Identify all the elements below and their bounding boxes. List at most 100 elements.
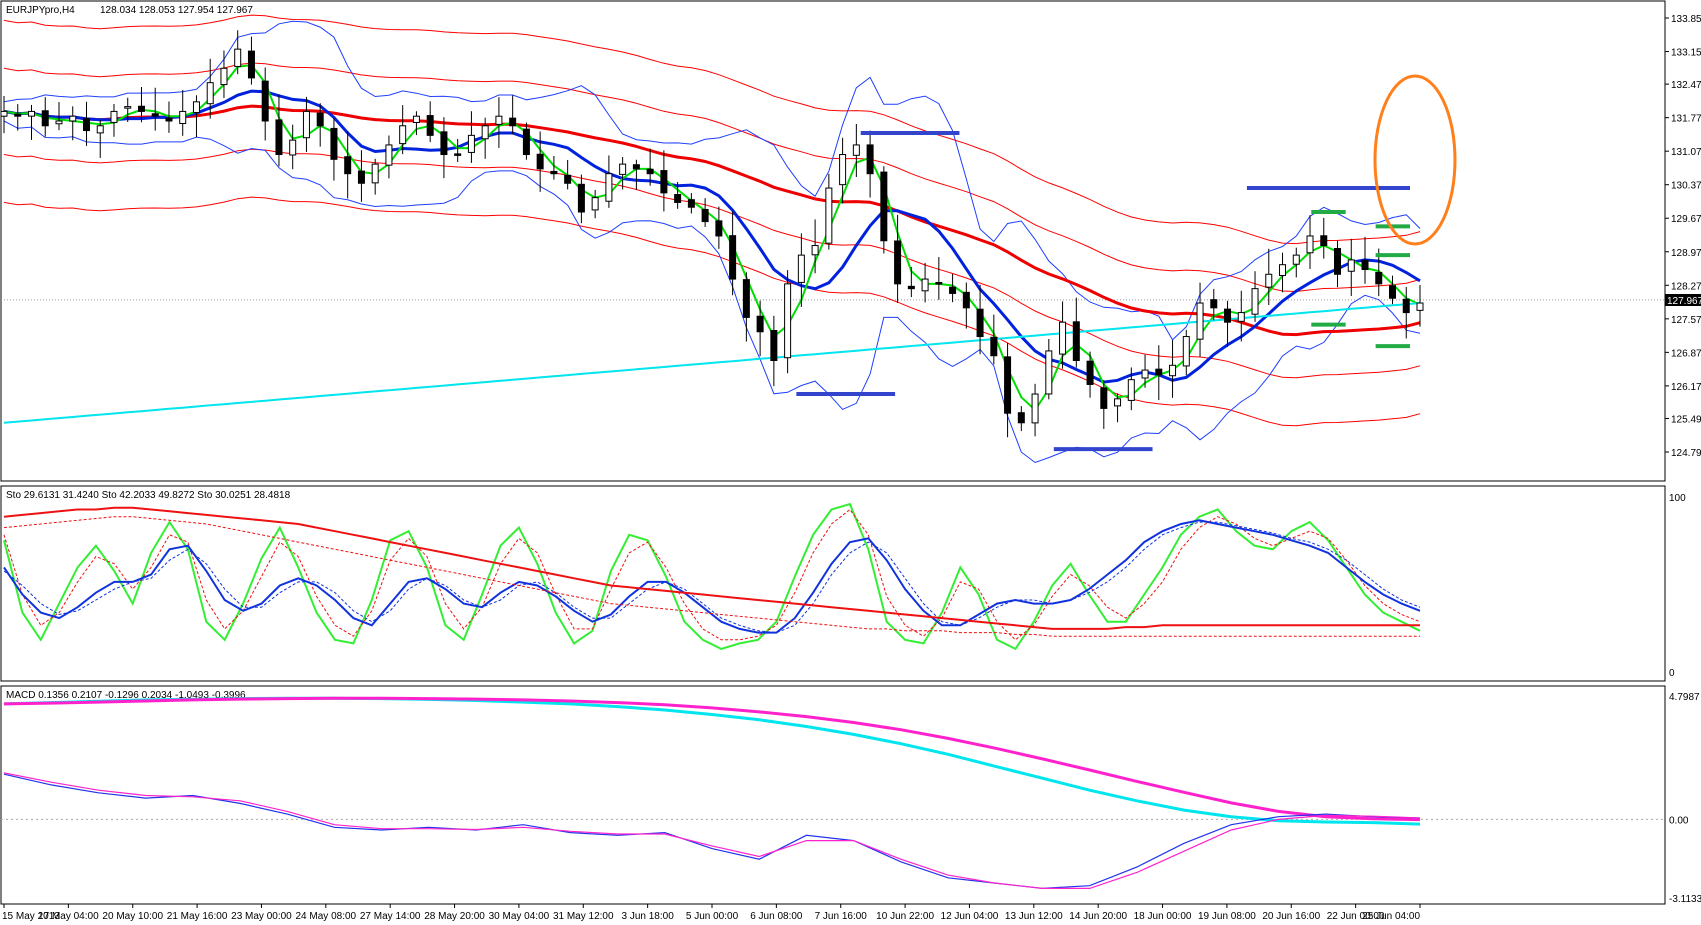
candle-body <box>151 113 159 117</box>
candle-body <box>1182 336 1190 367</box>
candle-body <box>509 117 517 127</box>
price-tick-label: 129.670 <box>1671 214 1701 225</box>
time-tick-label: 6 Jun 08:00 <box>750 911 803 922</box>
candle-body <box>41 110 49 127</box>
candle-body <box>124 106 132 109</box>
candle-body <box>907 285 915 290</box>
candle-body <box>206 82 214 105</box>
candle-body <box>330 127 338 160</box>
candle-body <box>55 120 63 125</box>
candle-body <box>687 199 695 208</box>
stoch-tick-label: 100 <box>1669 493 1686 504</box>
candle-body <box>866 144 874 175</box>
stoch-tick-label: 0 <box>1669 668 1675 679</box>
candle-body <box>591 197 599 211</box>
current-price-marker: 127.967 <box>1665 294 1701 307</box>
candle-body <box>894 240 902 285</box>
price-panel[interactable]: EURJPYpro,H4 128.034 128.053 127.954 127… <box>0 0 1701 482</box>
candle-body <box>1155 368 1163 376</box>
candle-body <box>1045 350 1053 395</box>
candle-body <box>357 170 365 184</box>
candle-body <box>660 170 668 194</box>
candle-body <box>1265 273 1273 288</box>
candle-body <box>701 208 709 223</box>
candle-body <box>1210 299 1218 309</box>
candle-body <box>316 112 324 127</box>
candle-body <box>729 235 737 280</box>
candle-body <box>632 164 640 170</box>
candle-body <box>1004 356 1012 414</box>
candle-body <box>302 110 310 139</box>
time-tick-label: 5 Jun 00:00 <box>686 911 739 922</box>
macd-tick-label: -3.1133 <box>1669 894 1701 905</box>
macd-axis: 4.7987 0.00 -3.1133 <box>1664 686 1701 905</box>
ma-red-line <box>3 104 1421 337</box>
stoch-line-5 <box>3 516 1420 637</box>
candle-body <box>399 125 407 145</box>
candle-body <box>192 101 200 113</box>
time-tick-label: 24 May 08:00 <box>296 911 357 922</box>
candle-body <box>27 110 35 117</box>
stochastic-panel[interactable]: Sto 29.6131 31.4240 Sto 42.2033 49.8272 … <box>0 485 1686 682</box>
candle-body <box>261 80 269 122</box>
candle-body <box>234 48 242 67</box>
ohlc-values: 128.034 128.053 127.954 127.967 <box>100 5 253 16</box>
candle-body <box>69 115 77 122</box>
candle-body <box>1017 412 1025 424</box>
candle-body <box>1251 288 1259 315</box>
bollinger-upper-line <box>3 20 1421 341</box>
macd-panel[interactable]: MACD 0.1356 0.2107 -0.1296 0.2034 -1.049… <box>0 685 1701 905</box>
time-tick-label: 3 Jun 18:00 <box>622 911 675 922</box>
time-tick-label: 30 May 04:00 <box>489 911 550 922</box>
macd-title: MACD 0.1356 0.2107 -0.1296 0.2034 -1.049… <box>6 690 246 701</box>
candle-body <box>1031 393 1039 424</box>
time-tick-label: 31 May 12:00 <box>553 911 614 922</box>
macd-panel-frame <box>0 685 1666 905</box>
stoch-line-2 <box>3 519 1421 634</box>
candle-body <box>1334 248 1342 275</box>
stoch-line-4 <box>3 506 1420 630</box>
candle-body <box>522 128 530 156</box>
candle-body <box>1237 312 1245 322</box>
candle-body <box>1086 360 1094 385</box>
candle-body <box>962 291 970 309</box>
candle-body <box>1072 321 1080 362</box>
price-tick-label: 128.970 <box>1671 248 1701 259</box>
time-tick-label: 20 May 10:00 <box>102 911 163 922</box>
candles <box>0 30 1424 438</box>
candle-body <box>536 153 544 170</box>
candle-body <box>220 67 228 86</box>
candle-body <box>1196 302 1204 340</box>
stochastic-lines <box>3 502 1421 651</box>
highlight-ellipse <box>1373 74 1457 246</box>
candle-body <box>949 286 957 294</box>
stoch-line-3 <box>3 521 1421 634</box>
candle-body <box>454 153 462 156</box>
candle-body <box>1114 398 1122 407</box>
candle-body <box>825 187 833 244</box>
price-tick-label: 130.370 <box>1671 181 1701 192</box>
candle-body <box>852 144 860 156</box>
candle-body <box>426 115 434 136</box>
price-tick-label: 128.270 <box>1671 281 1701 292</box>
candle-body <box>1100 387 1108 409</box>
candle-body <box>371 163 379 184</box>
macd-tick-label: 4.7987 <box>1669 692 1700 703</box>
candle-body <box>784 283 792 359</box>
candle-body <box>921 278 929 292</box>
candle-body <box>82 118 90 132</box>
candle-body <box>179 110 187 124</box>
candle-body <box>385 144 393 166</box>
macd-line-2 <box>3 773 1421 890</box>
candle-body <box>990 336 998 357</box>
time-tick-label: 12 Jun 04:00 <box>941 911 999 922</box>
price-tick-label: 133.150 <box>1671 48 1701 59</box>
candle-body <box>935 282 943 285</box>
time-tick-label: 13 Jun 12:00 <box>1005 911 1063 922</box>
stochastic-panel-frame <box>0 485 1666 682</box>
time-tick-label: 14 Jun 20:00 <box>1069 911 1127 922</box>
candle-body <box>1141 369 1149 379</box>
price-tick-label: 131.070 <box>1671 147 1701 158</box>
